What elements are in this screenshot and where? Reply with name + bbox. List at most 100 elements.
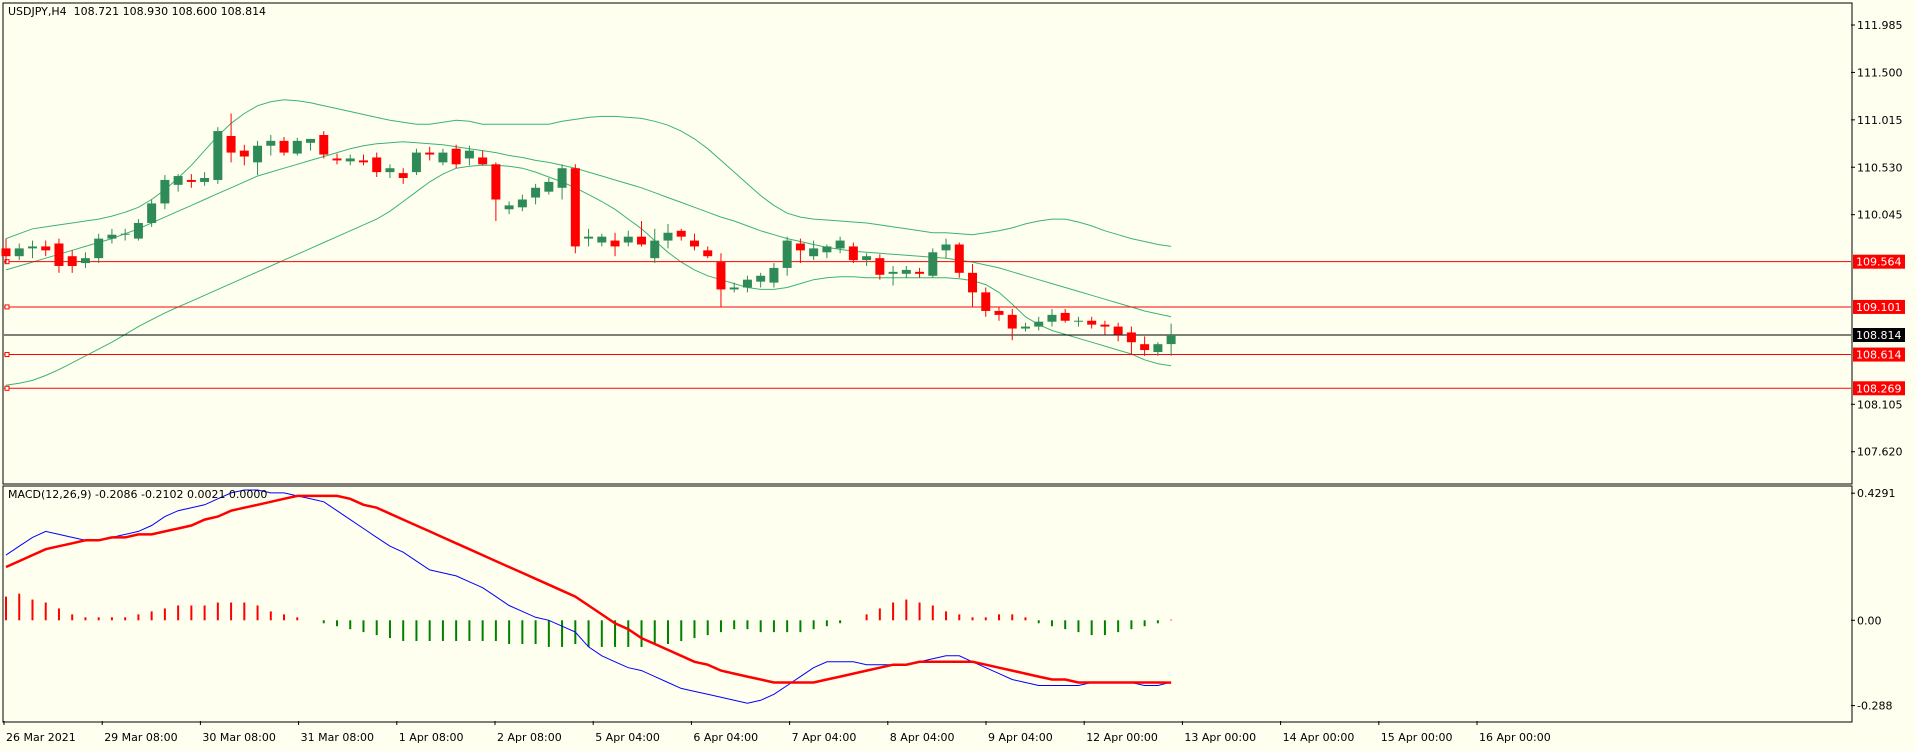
candle-body-bull (253, 145, 263, 163)
candle-body-bull (120, 233, 130, 235)
candle-body-bull (27, 246, 37, 249)
candle-body-bull (729, 287, 739, 290)
candle-body-bear (570, 168, 580, 247)
candle-body-bull (173, 176, 183, 185)
macd-header: MACD(12,26,9) -0.2086 -0.2102 0.0021 0.0… (8, 488, 268, 501)
level-price-tag (1853, 347, 1905, 362)
price-tick-label: 111.015 (1857, 114, 1903, 127)
level-anchor (4, 259, 10, 265)
horizontal-levels[interactable]: 109.564 109.101 108.614 108.269 108.814 (4, 254, 1905, 396)
candle-body-bull (306, 138, 316, 143)
candle-body-bull (411, 152, 421, 173)
candle-body-bull (650, 240, 660, 259)
level-anchor (4, 385, 10, 391)
current-price-label: 108.814 (1856, 329, 1902, 342)
candle-body-bull (531, 187, 541, 198)
candles (1, 113, 1176, 356)
candle-body-bear (425, 152, 435, 155)
bollinger-upper-line (5, 99, 1172, 247)
time-tick-label: 26 Mar 2021 (6, 731, 76, 744)
level-price-tag (1853, 254, 1905, 269)
candle-body-bull (200, 178, 210, 182)
candle-body-bear (319, 134, 329, 155)
candle-body-bear (186, 179, 196, 182)
candle-body-bear (981, 292, 991, 311)
candle-body-bear (1113, 326, 1123, 335)
candle-body-bull (742, 279, 752, 288)
price-axis: 111.985 111.500 111.015 110.530 110.045 108.1… (1851, 19, 1903, 459)
candle-body-bear (795, 243, 805, 251)
candle-body-bull (835, 240, 845, 249)
candle-body-bear (1060, 312, 1070, 321)
time-tick-label: 12 Apr 00:00 (1086, 731, 1158, 744)
candle-body-bear (1, 248, 11, 257)
level-price-tag (1853, 381, 1905, 396)
level-price-label: 108.614 (1856, 349, 1902, 362)
candle-body-bull (80, 258, 90, 264)
candle-body-bear (372, 157, 382, 173)
price-tick-label: 108.105 (1857, 398, 1903, 411)
time-tick-label: 6 Apr 04:00 (693, 731, 758, 744)
candle-body-bear (226, 135, 236, 153)
candle-body-bear (1007, 314, 1017, 329)
candle-body-bull (584, 236, 594, 239)
candle-body-bull (160, 179, 170, 204)
candle-body-bear (610, 240, 620, 247)
bollinger-middle-line (5, 141, 1172, 318)
candle-body-bull (623, 236, 633, 243)
time-tick-label: 8 Apr 04:00 (890, 731, 955, 744)
candle-body-bull (438, 152, 448, 163)
macd-panel-frame (2, 485, 1853, 723)
time-tick-label: 31 Mar 08:00 (301, 731, 374, 744)
candle-body-bear (279, 140, 289, 153)
time-tick-label: 2 Apr 08:00 (497, 731, 562, 744)
level-anchor (4, 304, 10, 310)
candle-body-bear (239, 150, 249, 157)
candle-body-bear (358, 160, 368, 163)
candle-body-bear (451, 148, 461, 165)
price-tick-label: 110.530 (1857, 161, 1903, 174)
level-price-tag (1853, 299, 1905, 314)
candle-body-bear (332, 158, 342, 161)
candle-body-bull (107, 234, 117, 239)
macd-tick-label: 0.00 (1857, 614, 1882, 627)
candle-body-bear (478, 157, 488, 165)
level-price-label: 109.564 (1856, 256, 1902, 269)
macd-tick-label: -0.288 (1857, 700, 1892, 713)
candle-body-bull (464, 150, 474, 159)
time-tick-label: 16 Apr 00:00 (1479, 731, 1551, 744)
candle-body-bear (968, 272, 978, 293)
candle-body-bear (54, 243, 64, 266)
candle-body-bull (782, 240, 792, 268)
level-price-label: 109.101 (1856, 301, 1902, 314)
price-panel-frame (2, 2, 1853, 485)
candle-body-bull (266, 140, 276, 146)
candle-body-bull (147, 203, 157, 223)
candle-body-bull (385, 168, 395, 173)
macd-indicator (5, 489, 1173, 704)
candle-body-bear (67, 256, 77, 266)
candle-body-bull (345, 158, 355, 162)
macd-axis: 0.4291 0.00 -0.288 (1851, 487, 1896, 713)
candle-body-bear (915, 271, 925, 274)
candle-body-bear (1087, 320, 1097, 325)
candle-body-bear (994, 310, 1004, 315)
time-tick-label: 13 Apr 00:00 (1184, 731, 1256, 744)
time-tick-label: 30 Mar 08:00 (202, 731, 275, 744)
time-tick-label: 1 Apr 08:00 (399, 731, 464, 744)
candle-body-bear (703, 250, 713, 257)
price-tick-label: 110.045 (1857, 209, 1903, 222)
candle-body-bull (941, 244, 951, 251)
candle-body-bull (809, 248, 819, 257)
candle-body-bear (676, 230, 686, 237)
time-tick-label: 7 Apr 04:00 (792, 731, 857, 744)
candle-body-bear (1140, 344, 1150, 351)
candle-body-bull (862, 256, 872, 261)
candle-body-bull (504, 205, 514, 210)
candle-body-bear (875, 258, 885, 275)
time-tick-label: 5 Apr 04:00 (595, 731, 660, 744)
candle-body-bear (41, 246, 51, 251)
signal-line (5, 494, 1172, 684)
